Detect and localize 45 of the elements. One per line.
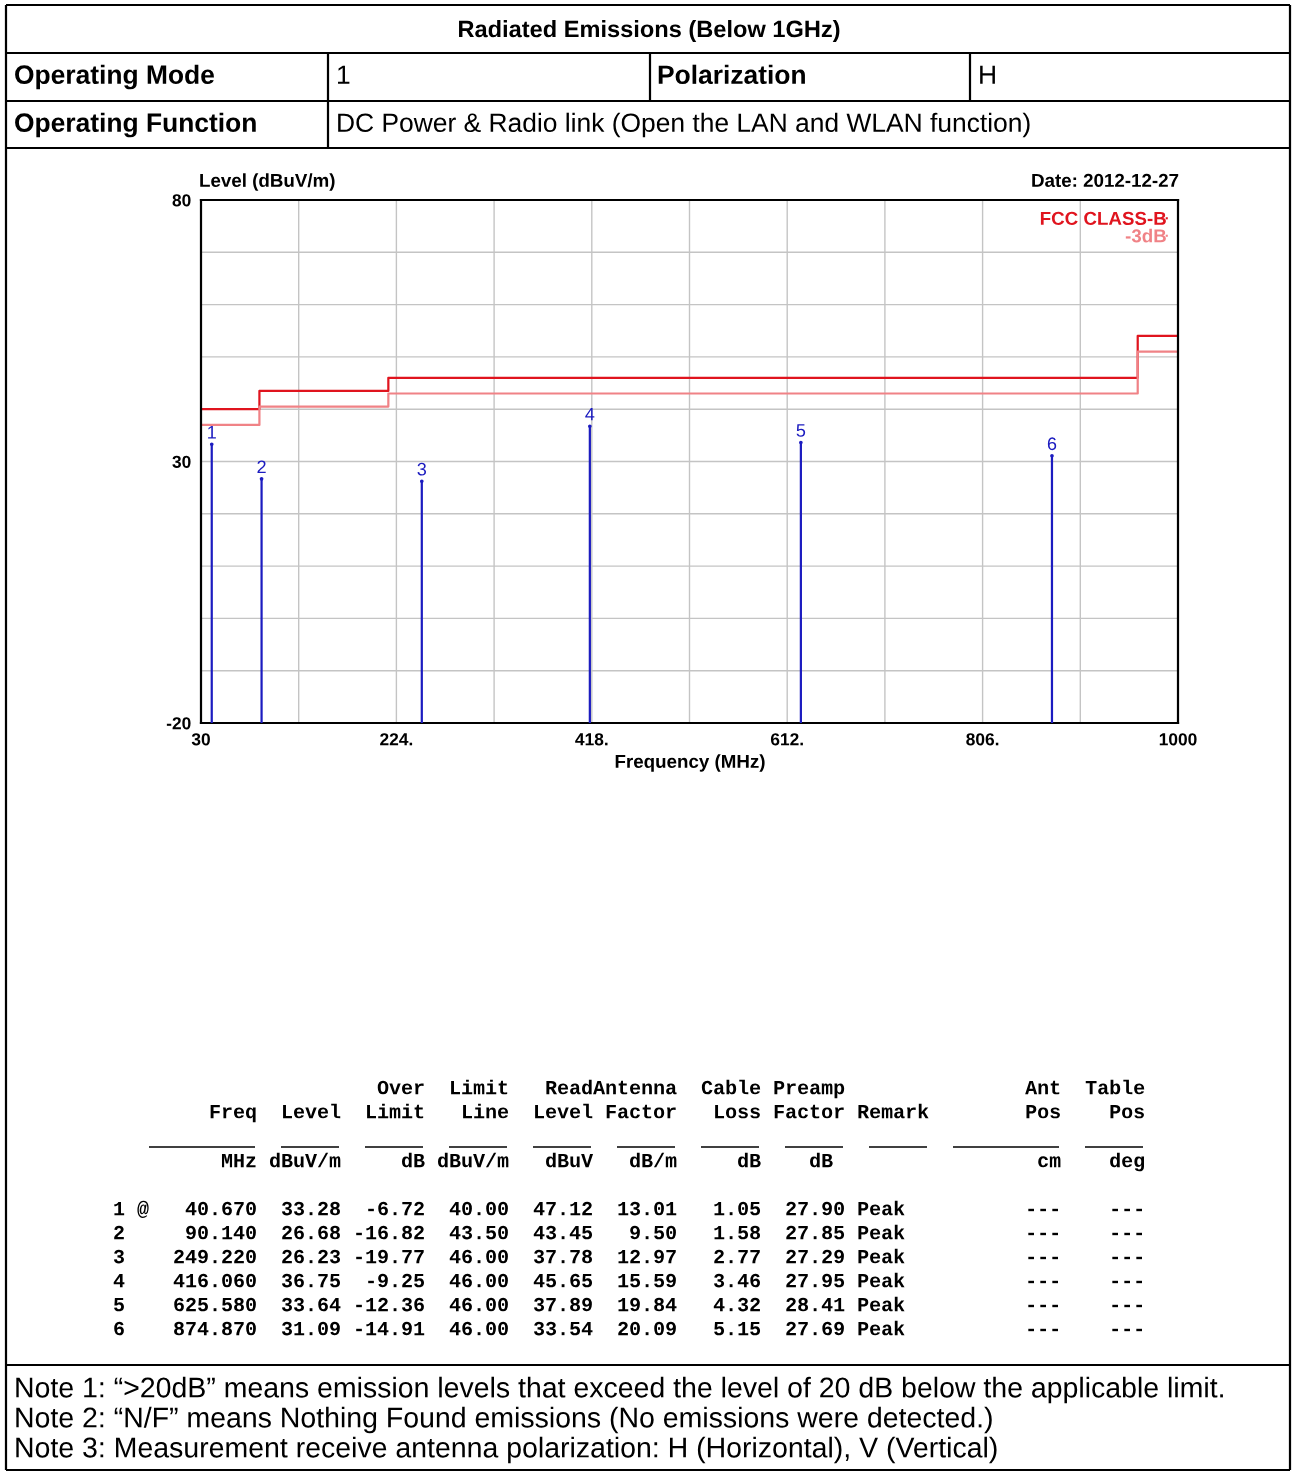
x-tick-label: 612. [770,733,803,746]
point [1050,453,1054,458]
y-tick-label: -20 [166,717,191,730]
text: 1 @ 40.670 33.28 -6.72 40.00 47.12 13.01 1.05 27.90 Peak --- --- [114,1200,1142,1218]
annotation: 4 [585,407,595,421]
annotation: 3 [417,462,427,476]
y-tick-label: 30 [172,455,191,468]
legend-label: FCC CLASS-B [1040,211,1166,226]
text: 1 [338,65,350,84]
x-tick-label: 418. [575,733,608,746]
text: Freq Level Limit Line Level Factor Loss Factor Remark Pos Pos [210,1103,1144,1123]
text: 4 416.060 36.75 -9.25 46.00 45.65 15.59 3.46 27.95 Peak --- --- [113,1272,1142,1288]
annotation: 1 [208,426,216,439]
x-tick-label: 806. [966,733,999,746]
x-tick-label: 224. [380,733,413,746]
chart-title: Radiated Emissions (Below 1GHz) [459,20,840,43]
text: H [980,65,995,84]
point [209,442,214,447]
legend-label: -3dB [1125,228,1166,243]
text: MHz dBuV/m dB dBuV/m dBuV dB/m dB dB cm deg [221,1152,1145,1172]
x-tick-label: 1000 [1159,733,1197,746]
y-tick-label: 80 [172,194,191,207]
annotation: 6 [1047,437,1057,451]
text: Note 1: “>20dB” means emission levels that exceed the level of 20 dB below the applicable limit. [16,1376,1223,1404]
x-axis-title: Frequency (MHz) [615,754,765,772]
text: Note 3: Measurement receive antenna polarization: H (Horizontal), V (Vertical) [16,1436,997,1464]
text: 2 90.140 26.68 -16.82 43.50 43.45 9.50 1.58 27.85 Peak --- --- [114,1224,1142,1240]
text: 3 249.220 26.23 -19.77 46.00 37.78 12.97 2.77 27.29 Peak --- --- [113,1248,1142,1264]
text: Operating Mode [15,64,214,90]
text: 6 874.870 31.09 -14.91 46.00 33.54 20.09 5.15 27.69 Peak --- --- [114,1320,1142,1336]
text: Over Limit ReadAntenna Cable Preamp Ant Table [377,1079,1145,1099]
y-axis-title: Level (dBuV/m) [200,173,335,191]
annotation: 2 [257,460,266,474]
x-tick-label: 30 [191,733,210,746]
annotation: 5 [796,424,806,437]
point [259,477,264,481]
text: Polarization [658,64,805,85]
point [799,440,803,445]
text: Note 2: “N/F” means Nothing Found emissions (No emissions were detected.) [16,1406,992,1434]
text: DC Power & Radio link (Open the LAN and WLAN function) [338,112,1030,138]
point [420,479,424,484]
text: Operating Function [15,112,256,138]
text: 5 625.580 33.64 -12.36 46.00 37.89 19.84 4.32 28.41 Peak --- --- [114,1296,1142,1312]
text: Date: 2012-12-27 [1032,173,1179,188]
point [588,424,592,428]
